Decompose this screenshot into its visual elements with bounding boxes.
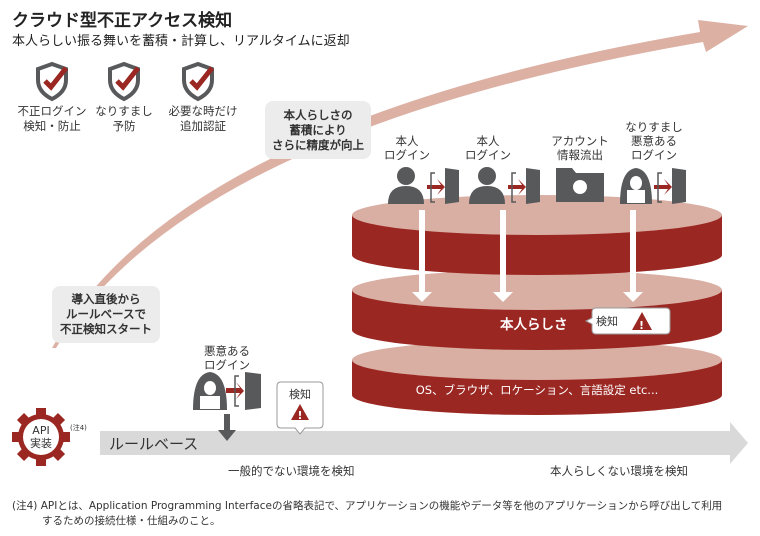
person-icon bbox=[469, 167, 505, 204]
down-arrow-icon bbox=[218, 414, 236, 441]
login-door-icon bbox=[508, 168, 540, 204]
layers-caption: 本人らしくない環境を検知 bbox=[550, 464, 688, 478]
warning-icon bbox=[632, 312, 652, 330]
accumulate-bubble: 本人らしさの 蓄積により さらに精度が向上 bbox=[265, 101, 371, 159]
login-door-icon bbox=[654, 168, 686, 204]
feature-label: なりすまし 予防 bbox=[95, 104, 153, 133]
attributes-label: OS、ブラウザ、ロケーション、言語設定 etc... bbox=[415, 383, 659, 397]
hacker-icon bbox=[193, 372, 227, 410]
warning-icon bbox=[291, 404, 309, 420]
person-icon bbox=[388, 167, 424, 204]
actor-label: アカウント 情報流出 bbox=[551, 134, 609, 162]
login-door-icon bbox=[226, 372, 261, 410]
rule-base-caption: 一般的でない環境を検知 bbox=[228, 464, 355, 478]
detect-label: 検知 bbox=[289, 388, 311, 401]
rule-base-label: ルールベース bbox=[109, 435, 199, 453]
login-door-icon bbox=[427, 168, 459, 204]
actor-label: 本人 ログイン bbox=[465, 134, 511, 162]
page-subtitle: 本人らしい振る舞いを蓄積・計算し、リアルタイムに返却 bbox=[12, 34, 350, 49]
shield-check-icon bbox=[182, 61, 214, 102]
actor-label: 本人 ログイン bbox=[384, 134, 430, 162]
identity-label: 本人らしさ bbox=[500, 317, 568, 333]
svg-text:!: ! bbox=[639, 319, 644, 332]
api-note: (注4) bbox=[70, 424, 87, 432]
api-label: API 実装 bbox=[30, 424, 52, 450]
hacker-icon bbox=[620, 168, 652, 204]
svg-text:!: ! bbox=[298, 409, 303, 422]
feature-label: 必要な時だけ 追加認証 bbox=[168, 104, 238, 133]
footnote: (注4) APIとは、Application Programming Inter… bbox=[12, 500, 723, 527]
rule-base-bar-arrow bbox=[100, 422, 748, 464]
down-arrows bbox=[412, 210, 643, 302]
leaked-folder-icon bbox=[556, 168, 604, 202]
feature-label: 不正ログイン 検知・防止 bbox=[17, 104, 87, 133]
page-title: クラウド型不正アクセス検知 bbox=[12, 11, 233, 31]
detect-label: 検知 bbox=[596, 315, 618, 328]
shield-check-icon bbox=[36, 61, 68, 102]
shield-check-icon bbox=[108, 61, 140, 102]
actor-label: なりすまし 悪意ある ログイン bbox=[625, 120, 683, 162]
start-bubble: 導入直後から ルールベースで 不正検知スタート bbox=[52, 286, 160, 343]
data-layers-cylinder bbox=[352, 195, 722, 415]
malicious-login-label: 悪意ある ログイン bbox=[204, 344, 250, 372]
gear-icon bbox=[12, 408, 70, 466]
